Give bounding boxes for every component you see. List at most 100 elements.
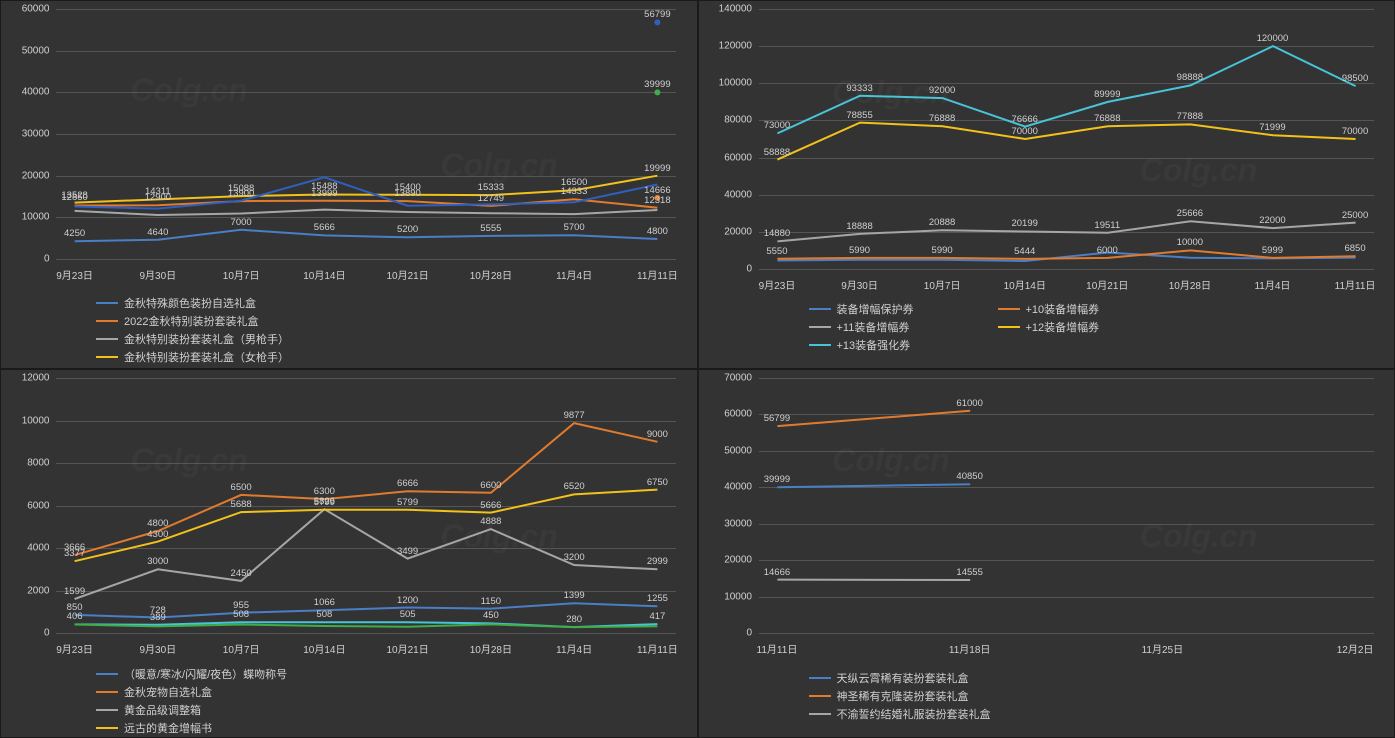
y-tick-label: 60000	[1, 4, 50, 15]
legend: 装备增幅保护券 +10装备增幅券 +11装备增幅券 +12装备增幅券 +13装备强化券	[809, 301, 1329, 353]
y-tick-label: 40000	[699, 482, 753, 493]
y-tick-label: 50000	[1, 45, 50, 56]
legend-swatch	[96, 727, 118, 729]
legend-swatch	[998, 308, 1020, 310]
series-point	[654, 19, 660, 25]
legend-label: 远古的黄金增幅书	[124, 720, 212, 736]
chart-grid: 4250464070005666520055555700480012850129…	[0, 0, 1395, 738]
legend-label: 金秋宠物自选礼盒	[124, 684, 212, 700]
legend: 金秋特殊颜色装扮自选礼盒 2022金秋特别装扮套装礼盒金秋特别装扮套装礼盒（男枪手…	[96, 295, 656, 369]
legend-swatch	[998, 326, 1020, 328]
legend-swatch	[96, 302, 118, 304]
series-line	[75, 199, 658, 207]
y-tick-label: 40000	[1, 87, 50, 98]
x-tick-label: 11月4日	[556, 267, 592, 282]
y-tick-label: 40000	[699, 189, 753, 200]
legend-item: +11装备增幅券	[809, 319, 978, 335]
y-tick-label: 50000	[699, 445, 753, 456]
series-line	[75, 490, 658, 562]
series-line	[75, 509, 658, 599]
y-tick-label: 10000	[1, 415, 50, 426]
y-tick-label: 0	[1, 628, 50, 639]
legend-label: +13装备强化券	[837, 337, 911, 353]
legend-item: 装备增幅保护券	[809, 301, 978, 317]
x-tick-label: 10月28日	[470, 267, 512, 282]
y-tick-label: 80000	[699, 115, 753, 126]
gridline	[759, 633, 1374, 634]
series-line	[777, 411, 970, 426]
legend-swatch	[96, 356, 118, 358]
legend-label: +10装备增幅券	[1026, 301, 1100, 317]
legend-item: 黄金品级调整箱	[96, 702, 372, 718]
x-tick-label: 10月7日	[223, 641, 260, 656]
x-tick-label: 10月14日	[303, 641, 345, 656]
gridline	[759, 269, 1374, 270]
series-line	[777, 46, 1355, 133]
y-tick-label: 20000	[1, 170, 50, 181]
y-tick-label: 30000	[1, 129, 50, 140]
legend-item: （暖意/寒冰/闪耀/夜色）蝶吻称号	[96, 666, 372, 682]
y-tick-label: 0	[699, 628, 753, 639]
x-tick-label: 10月7日	[223, 267, 260, 282]
y-tick-label: 30000	[699, 518, 753, 529]
series-line	[777, 484, 970, 487]
x-tick-label: 10月21日	[1086, 277, 1128, 292]
series-line	[777, 250, 1355, 259]
legend-label: 黄金品级调整箱	[124, 702, 201, 718]
legend-item: 2022金秋特别装扮套装礼盒	[96, 313, 372, 329]
legend-item: 金秋宠物自选礼盒	[96, 684, 372, 700]
y-tick-label: 140000	[699, 4, 753, 15]
legend-label: 装备增幅保护券	[837, 301, 914, 317]
legend-swatch	[96, 320, 118, 322]
plot-area: 5550599059905444600010000599968501488018…	[759, 9, 1374, 269]
legend-swatch	[809, 713, 831, 715]
chart-panel-bottom-right: 399994085056799610001466614555Colg.cnCol…	[698, 369, 1395, 738]
x-tick-label: 9月30日	[140, 267, 177, 282]
legend-item: 神圣稀有克隆装扮套装礼盒	[809, 688, 1065, 704]
y-tick-label: 6000	[1, 500, 50, 511]
y-tick-label: 100000	[699, 78, 753, 89]
x-tick-label: 10月7日	[924, 277, 961, 292]
x-tick-label: 10月21日	[387, 267, 429, 282]
y-tick-label: 60000	[699, 152, 753, 163]
y-tick-label: 10000	[1, 212, 50, 223]
plot-area: 8507289551066120011501399125536664800650…	[56, 378, 676, 633]
y-tick-label: 2000	[1, 585, 50, 596]
legend-item: 金秋特殊颜色装扮自选礼盒	[96, 295, 372, 311]
y-tick-label: 10000	[699, 591, 753, 602]
legend-item: 天纵云霄稀有装扮套装礼盒	[809, 670, 1065, 686]
series-line	[75, 230, 658, 242]
legend-label: 2022金秋特别装扮套装礼盒	[124, 313, 258, 329]
y-tick-label: 8000	[1, 458, 50, 469]
chart-panel-bottom-left: 8507289551066120011501399125536664800650…	[0, 369, 698, 738]
series-point	[654, 89, 660, 95]
x-tick-label: 11月11日	[637, 641, 678, 656]
plot-area: 399994085056799610001466614555	[759, 378, 1374, 633]
series-svg	[759, 378, 1374, 633]
legend-swatch	[96, 709, 118, 711]
legend-swatch	[809, 677, 831, 679]
legend-label: +11装备增幅券	[837, 319, 910, 335]
legend-item: 远古的黄金增幅书	[96, 720, 372, 736]
series-line	[75, 177, 658, 208]
x-tick-label: 10月14日	[1004, 277, 1046, 292]
legend-swatch	[809, 344, 831, 346]
x-tick-label: 11月11日	[1335, 277, 1376, 292]
legend-item: +12装备增幅券	[998, 319, 1167, 335]
series-line	[777, 123, 1355, 160]
legend-label: 神圣稀有克隆装扮套装礼盒	[837, 688, 969, 704]
y-tick-label: 120000	[699, 41, 753, 52]
legend-swatch	[809, 326, 831, 328]
y-tick-label: 4000	[1, 543, 50, 554]
legend-label: 金秋特别装扮套装礼盒（男枪手）	[124, 331, 289, 347]
x-tick-label: 10月28日	[470, 641, 512, 656]
y-tick-label: 60000	[699, 409, 753, 420]
y-tick-label: 0	[1, 254, 50, 265]
legend-swatch	[96, 338, 118, 340]
series-svg	[56, 9, 676, 259]
legend-item: 金秋特别装扮套装礼盒（女枪手）	[96, 349, 372, 365]
series-svg	[759, 9, 1374, 269]
x-tick-label: 11月11日	[757, 641, 798, 656]
series-line	[777, 221, 1355, 241]
x-tick-label: 9月30日	[841, 277, 878, 292]
